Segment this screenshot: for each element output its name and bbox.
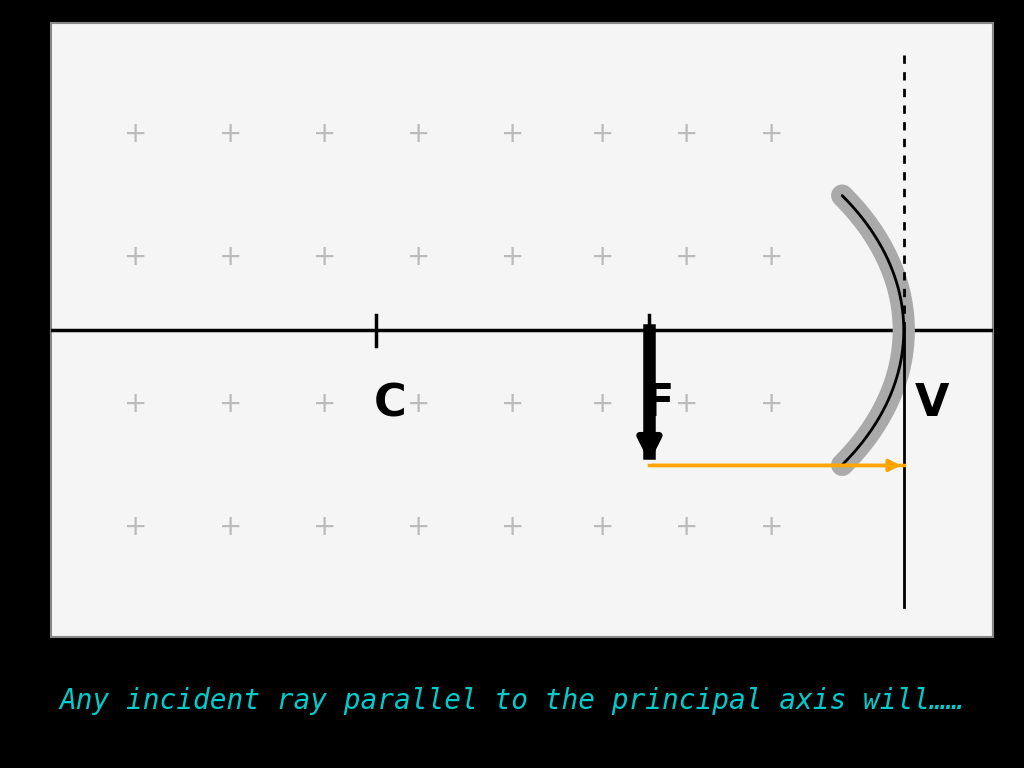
Text: +: + [591, 243, 614, 270]
Text: +: + [218, 513, 242, 541]
Text: +: + [218, 243, 242, 270]
Text: +: + [501, 390, 524, 418]
Text: V: V [914, 382, 949, 425]
Text: +: + [760, 120, 783, 147]
Text: +: + [407, 120, 430, 147]
Text: +: + [312, 120, 336, 147]
Text: +: + [124, 390, 147, 418]
Text: F: F [644, 382, 674, 425]
Text: +: + [218, 120, 242, 147]
Text: +: + [760, 390, 783, 418]
Text: +: + [760, 513, 783, 541]
Text: +: + [501, 513, 524, 541]
Text: +: + [407, 243, 430, 270]
Text: C: C [374, 382, 407, 425]
Text: +: + [676, 120, 698, 147]
Text: +: + [407, 513, 430, 541]
Text: +: + [676, 513, 698, 541]
Text: +: + [124, 120, 147, 147]
Text: +: + [591, 120, 614, 147]
Text: +: + [312, 390, 336, 418]
Text: +: + [312, 243, 336, 270]
Text: +: + [218, 390, 242, 418]
Text: +: + [760, 243, 783, 270]
Text: +: + [676, 243, 698, 270]
Text: +: + [591, 513, 614, 541]
Text: +: + [124, 513, 147, 541]
Text: +: + [591, 390, 614, 418]
Text: +: + [676, 390, 698, 418]
Text: +: + [501, 120, 524, 147]
Text: +: + [124, 243, 147, 270]
Text: +: + [407, 390, 430, 418]
Text: +: + [501, 243, 524, 270]
Text: Any incident ray parallel to the principal axis will……: Any incident ray parallel to the princip… [59, 687, 965, 715]
Text: +: + [312, 513, 336, 541]
